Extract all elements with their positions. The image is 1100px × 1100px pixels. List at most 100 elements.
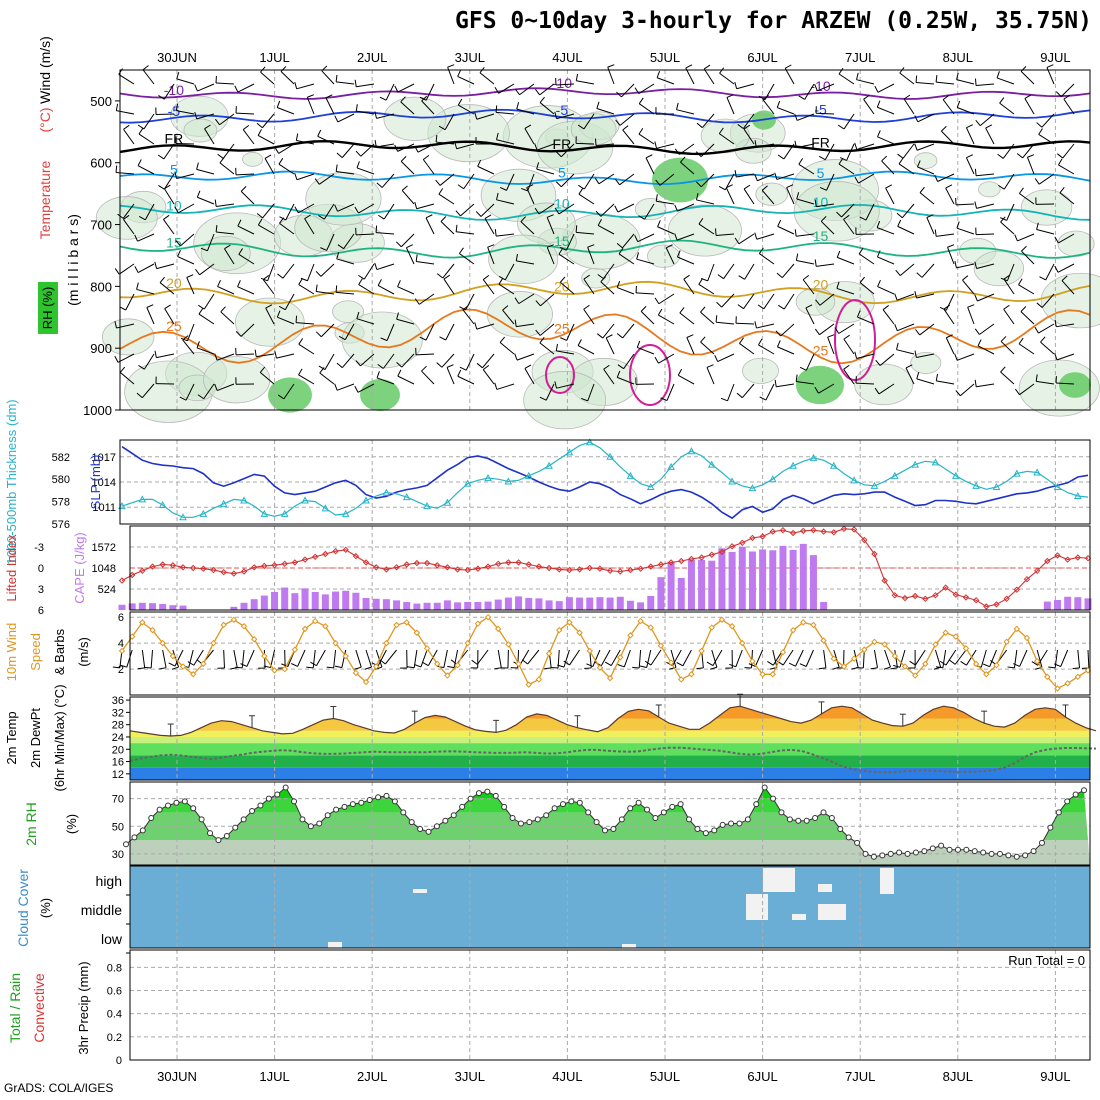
wind-barb: [203, 293, 215, 310]
wind-barb: [457, 184, 464, 190]
wind-barb: [146, 304, 154, 308]
cape-bar: [464, 601, 472, 610]
wind-barb: [1038, 323, 1055, 334]
wind-barb: [634, 87, 640, 94]
wind-barb: [1036, 380, 1055, 385]
wind-barb: [966, 124, 974, 129]
wind-barb-10m: [1087, 649, 1090, 669]
wind-barb: [214, 199, 217, 207]
cape-bar: [260, 595, 268, 610]
wind-speed-point: [759, 671, 766, 678]
wind-barb: [458, 247, 464, 254]
wind-barb: [163, 83, 175, 100]
lifted-index-point: [250, 564, 258, 571]
wind-barb: [203, 383, 215, 400]
wind-barb: [516, 102, 520, 110]
wind-speed-point: [200, 660, 207, 668]
temp-tick-label: 24: [112, 732, 124, 744]
wind-speed-line: [121, 616, 1089, 690]
wind-barb: [179, 396, 187, 401]
ylabel-millibars: (m i l l i b a r s): [65, 214, 81, 306]
wind-barb: [843, 214, 850, 220]
wind-barb: [414, 145, 419, 153]
cloud-level-label: low: [101, 931, 123, 947]
cape-bar: [667, 561, 675, 610]
wind-barb: [125, 293, 135, 311]
wind-barb: [759, 253, 775, 265]
wind-barb: [676, 109, 695, 115]
wind-barb-10m: [563, 660, 570, 666]
wind-barb: [1038, 134, 1055, 145]
wind-barb: [119, 306, 126, 311]
cape-bar: [342, 590, 350, 610]
wind-barb-10m: [909, 660, 916, 666]
wind-barb: [237, 219, 242, 227]
wind-barb: [658, 293, 675, 305]
wind-barb: [555, 151, 562, 158]
cloud-patch: [328, 942, 342, 948]
wind-barb: [358, 278, 363, 285]
ylabel-precip: 3hr Precip (mm): [76, 961, 91, 1054]
wind-barb: [176, 72, 180, 80]
wind-barb: [794, 113, 798, 121]
wind-barb: [977, 345, 995, 355]
wind-barb: [657, 308, 663, 316]
lifted-index-point: [932, 592, 939, 599]
rh-area: [200, 235, 251, 271]
wind-barb: [600, 276, 606, 283]
wind-barb: [819, 323, 835, 336]
wind-barb: [726, 184, 733, 189]
wind-barb: [802, 279, 815, 295]
wind-barb: [876, 250, 881, 258]
wind-speed-point: [901, 663, 909, 670]
wind-speed-point: [739, 639, 746, 647]
wind-barb: [514, 353, 518, 361]
wind-barb: [881, 160, 895, 175]
ylabel-cloud: Cloud Cover: [15, 869, 31, 947]
wind-barb-10m: [712, 649, 723, 666]
wind-barb: [820, 220, 835, 235]
thickness-point: [585, 438, 594, 446]
wind-barb: [401, 353, 415, 368]
wind-barb: [425, 83, 435, 101]
wind-barb: [499, 336, 506, 343]
wind-barb: [336, 152, 343, 158]
wind-barb: [941, 125, 947, 132]
wind-barb: [838, 67, 844, 75]
panel-frame: [119, 69, 1091, 411]
x-tick-label-top: 1JUL: [259, 50, 289, 65]
wind-barb: [476, 113, 495, 120]
wind-barb: [656, 71, 661, 78]
wind-barb: [683, 278, 695, 295]
wind-barb: [979, 323, 995, 335]
lifted-index-point: [647, 563, 654, 570]
thickness-point: [829, 461, 838, 469]
wind-barb: [1024, 94, 1032, 99]
wind-barb: [654, 297, 660, 305]
wind-barb: [380, 337, 388, 342]
rh-point: [181, 798, 188, 805]
wind-barb: [280, 71, 295, 85]
wind-speed-point: [891, 652, 899, 660]
wind-barb-10m: [569, 649, 580, 666]
wind-barb: [336, 383, 355, 391]
ylabel-slp: SLP (mb): [88, 455, 103, 510]
wind-barb: [637, 346, 655, 355]
wind-barb: [558, 203, 575, 215]
lifted-index-point: [1064, 556, 1071, 563]
wind-barb-10m: [355, 649, 362, 668]
isotherm-label: 5: [170, 162, 178, 178]
wind-barb: [235, 173, 255, 176]
wind-barb: [536, 162, 540, 170]
wind-barb: [583, 113, 595, 130]
wind-barb: [945, 337, 955, 355]
rh-point: [702, 830, 709, 837]
wind-barb: [382, 353, 395, 369]
wind-barb: [919, 323, 935, 336]
wind-barb: [277, 107, 295, 115]
wind-barb: [622, 323, 635, 339]
wind-barb: [280, 66, 287, 72]
wind-barb: [320, 247, 327, 251]
wind-barb: [775, 330, 782, 337]
wind-barb: [496, 192, 499, 200]
